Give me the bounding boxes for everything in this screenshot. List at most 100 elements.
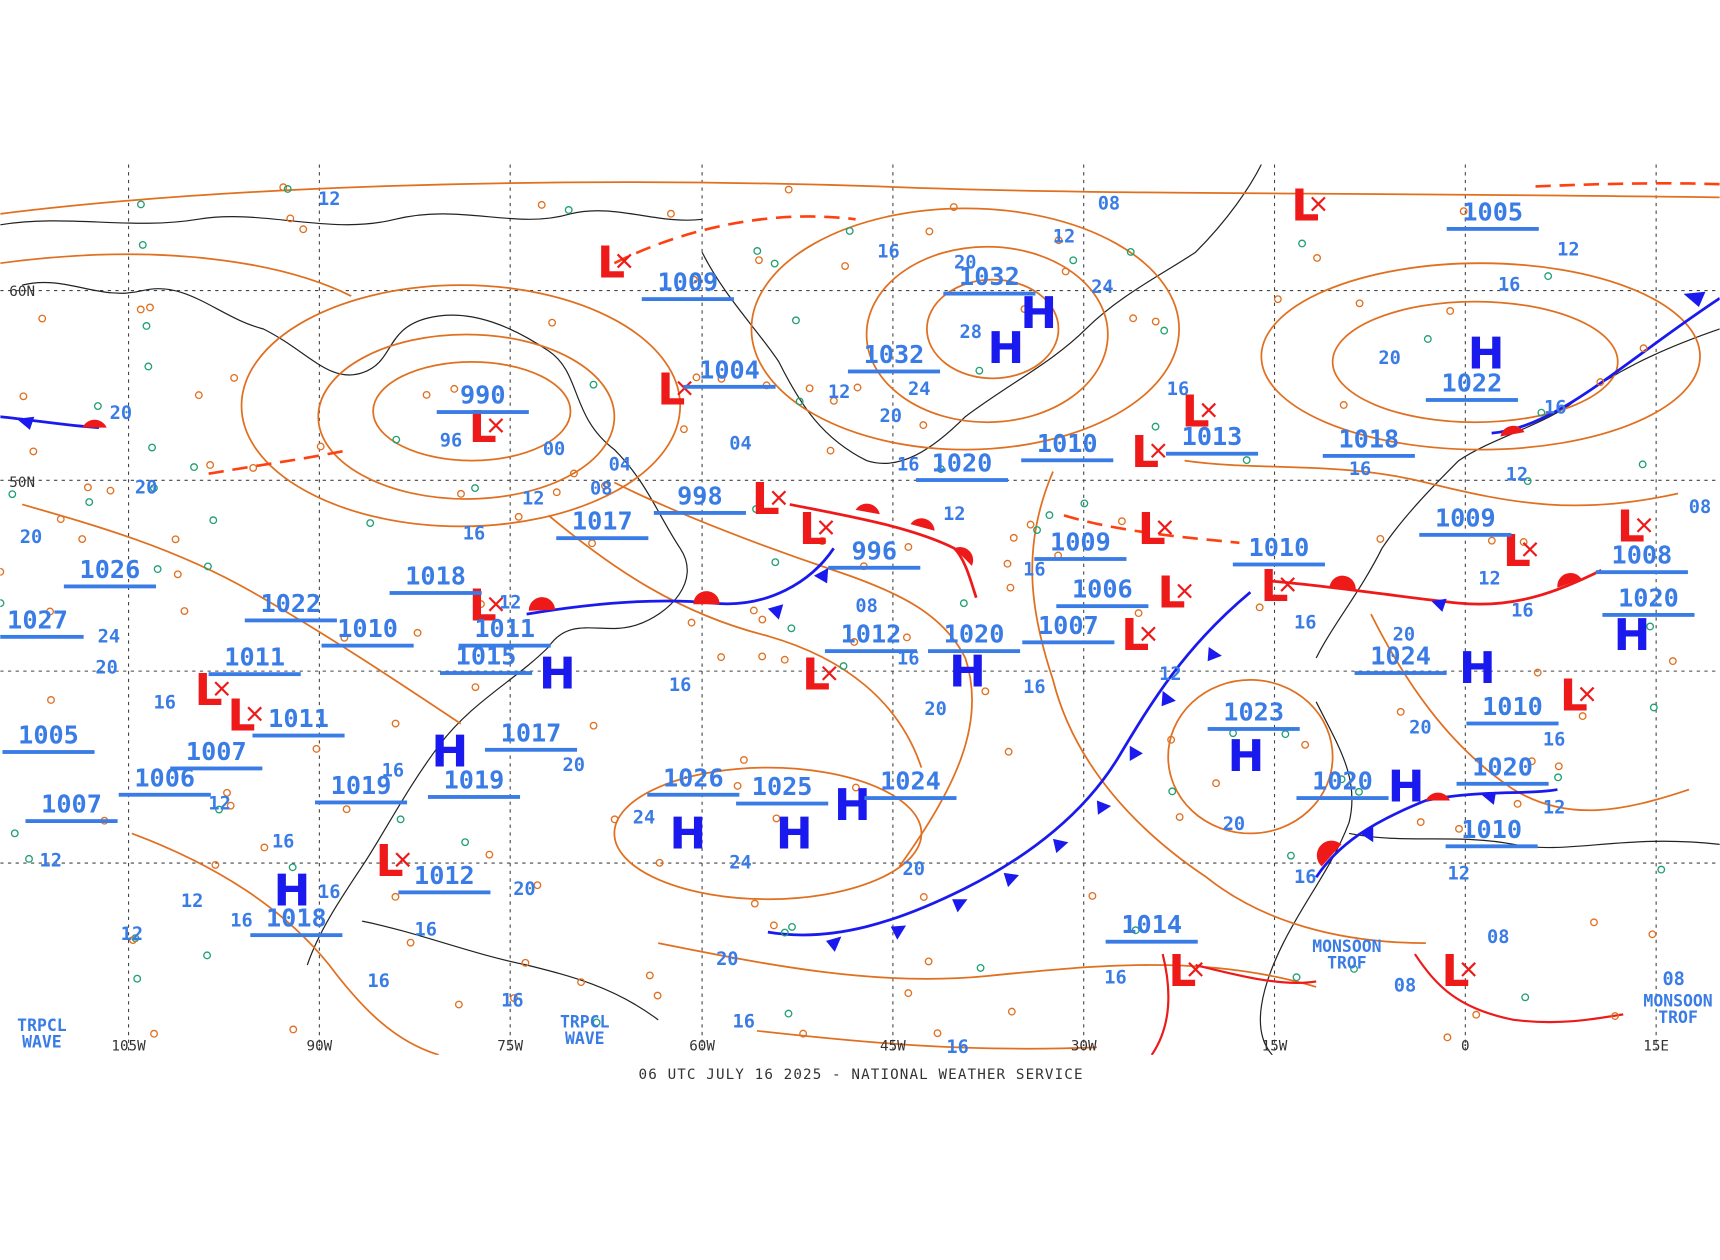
station-dot bbox=[653, 991, 662, 1000]
station-dot bbox=[142, 322, 151, 330]
pressure-center-symbol: H bbox=[274, 866, 311, 917]
annotation: TROF bbox=[1327, 953, 1367, 972]
pressure-center-symbol: H bbox=[669, 809, 706, 860]
pressure-underline bbox=[1595, 570, 1688, 575]
low-marker bbox=[821, 665, 837, 681]
isobar-label: 08 bbox=[1394, 975, 1416, 996]
low-marker bbox=[1280, 577, 1296, 592]
station-dot bbox=[1646, 622, 1655, 631]
station-dot bbox=[1061, 267, 1070, 276]
station-dot bbox=[56, 515, 65, 524]
pressure-label: 1017 bbox=[501, 718, 562, 747]
station-dot bbox=[1416, 818, 1425, 827]
station-dot bbox=[771, 558, 780, 567]
low-marker bbox=[395, 852, 411, 868]
station-dot bbox=[1069, 256, 1078, 265]
pressure-underline bbox=[828, 565, 921, 570]
station-dot bbox=[853, 383, 862, 392]
pressure-label: 1010 bbox=[1482, 692, 1543, 721]
pressure-label: 1014 bbox=[1121, 910, 1182, 939]
station-dot bbox=[739, 756, 748, 764]
station-dot bbox=[153, 565, 162, 574]
station-dot bbox=[770, 259, 779, 268]
station-dot bbox=[780, 928, 789, 937]
isobar-label: 16 bbox=[1167, 379, 1189, 400]
low-marker bbox=[488, 418, 504, 433]
isobar-label: 12 bbox=[499, 593, 521, 614]
station-dot bbox=[753, 247, 762, 255]
pressure-label: 1017 bbox=[572, 507, 633, 536]
station-dot bbox=[283, 185, 292, 193]
pressure-underline bbox=[1165, 451, 1259, 456]
station-dot bbox=[1151, 422, 1160, 431]
station-dot bbox=[173, 570, 182, 579]
station-dot bbox=[1472, 1010, 1481, 1019]
isobar-label: 16 bbox=[318, 882, 340, 903]
station-dot bbox=[1459, 207, 1468, 216]
station-dot bbox=[601, 481, 609, 490]
isobar-label: 16 bbox=[463, 524, 485, 545]
station-dot bbox=[136, 200, 145, 209]
station-dot bbox=[1292, 973, 1301, 982]
isobar-label: 12 bbox=[1557, 240, 1579, 261]
isobar-label: 96 bbox=[440, 430, 462, 451]
station-dot bbox=[1521, 993, 1530, 1002]
pressure-label: 1032 bbox=[864, 340, 925, 369]
pressure-label: 1022 bbox=[260, 589, 321, 618]
station-dot bbox=[1212, 779, 1221, 788]
pressure-center-symbol: L bbox=[1157, 567, 1185, 618]
station-dot bbox=[687, 618, 696, 627]
station-dot bbox=[1242, 456, 1251, 465]
isobar-label: 20 bbox=[716, 949, 738, 970]
station-dot bbox=[589, 380, 598, 389]
isobar-label: 16 bbox=[733, 1012, 755, 1033]
station-dot bbox=[788, 922, 796, 931]
station-dot bbox=[1339, 401, 1348, 409]
pressure-underline bbox=[641, 297, 734, 302]
pressure-center-symbol: H bbox=[539, 649, 576, 700]
station-dot bbox=[342, 805, 351, 814]
station-dot bbox=[577, 978, 586, 987]
isobar-label: 12 bbox=[121, 924, 143, 945]
isobar-label: 12 bbox=[1159, 664, 1181, 685]
isobar-label: 20 bbox=[563, 755, 585, 776]
isobar-label: 16 bbox=[1104, 968, 1126, 989]
station-dot bbox=[1020, 305, 1029, 314]
station-dot bbox=[904, 989, 913, 998]
isobar-label: 20 bbox=[879, 406, 901, 427]
station-dot bbox=[533, 881, 542, 890]
station-dot bbox=[1080, 499, 1089, 508]
station-dot bbox=[29, 447, 38, 456]
station-dot bbox=[10, 829, 19, 838]
pressure-label: 1012 bbox=[841, 620, 902, 649]
station-dot bbox=[1255, 603, 1264, 612]
station-dot bbox=[128, 936, 137, 944]
station-dot bbox=[8, 490, 17, 499]
isobar-label: 20 bbox=[1223, 814, 1245, 835]
station-dot bbox=[0, 567, 5, 576]
station-dot bbox=[904, 543, 913, 551]
isobar-label: 20 bbox=[903, 859, 925, 880]
station-dot bbox=[1376, 534, 1385, 543]
pressure-label: 1019 bbox=[444, 765, 505, 794]
station-dot bbox=[1443, 1033, 1452, 1042]
station-dot bbox=[1350, 964, 1358, 973]
pressure-center-symbol: H bbox=[987, 323, 1024, 374]
low-marker bbox=[616, 253, 632, 269]
isobar-label: 12 bbox=[39, 850, 61, 871]
pressure-label: 1020 bbox=[1618, 583, 1679, 612]
pressure-underline bbox=[1322, 453, 1415, 458]
station-dot bbox=[144, 362, 153, 371]
low-marker bbox=[771, 490, 787, 506]
isobars bbox=[0, 181, 1720, 1055]
isobar-label: 12 bbox=[943, 504, 965, 525]
pressure-center-symbol: L bbox=[657, 365, 685, 416]
pressure-label: 1019 bbox=[331, 771, 392, 800]
pressure-label: 996 bbox=[851, 536, 897, 565]
pressure-label: 1004 bbox=[699, 355, 760, 384]
pressure-underline bbox=[1354, 671, 1447, 675]
station-dot bbox=[780, 655, 789, 664]
